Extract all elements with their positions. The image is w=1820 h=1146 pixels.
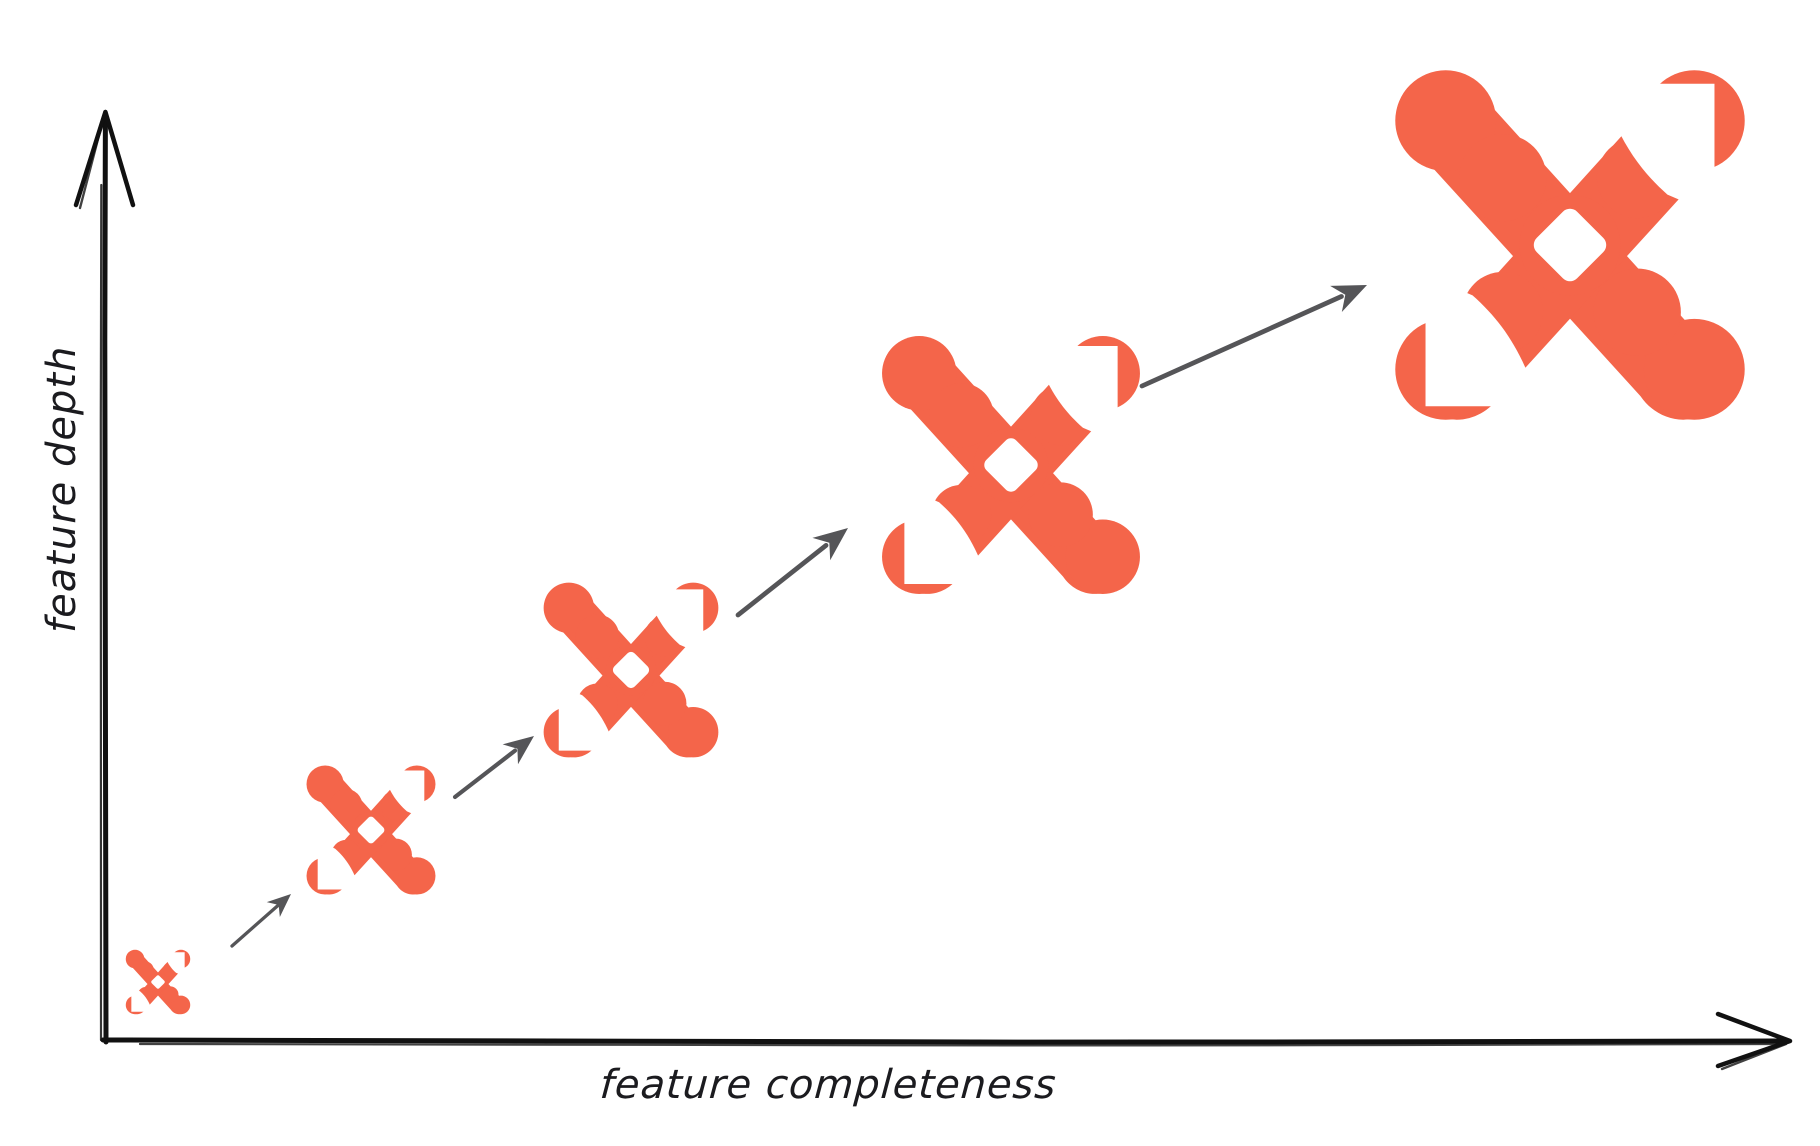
x-axis-arrowhead-overdraw: [1720, 1042, 1788, 1071]
mark-arm-blob: [379, 838, 412, 871]
mark-arm-blob: [1462, 271, 1544, 353]
arrow-shaft: [1139, 294, 1344, 389]
mark-arm-blob: [148, 972, 168, 992]
mark-arm-blob: [1065, 336, 1140, 411]
mark-arm-blob: [125, 995, 145, 1015]
mark-arm-blob: [929, 383, 994, 448]
arrow-3: [735, 528, 848, 618]
mark-arm-blob: [398, 857, 436, 895]
data-mark: [1395, 70, 1745, 420]
mark-arm-blob: [577, 683, 618, 724]
mark-arm-blob: [1593, 268, 1681, 356]
mark-arm-blob: [931, 484, 992, 545]
data-mark: [543, 582, 719, 758]
mark-arm-blob: [575, 614, 620, 659]
mark-arm-blob: [1065, 519, 1140, 594]
arrow-head: [266, 894, 291, 918]
data-mark-layer: [125, 70, 1745, 1015]
arrow-head: [502, 736, 534, 765]
mark-arm-blob: [331, 839, 362, 870]
arrow-2: [452, 736, 534, 800]
y-axis-arrowhead-overdraw: [78, 114, 106, 210]
mark-arm-blob: [162, 986, 179, 1003]
y-axis-line: [102, 115, 109, 1045]
mark-arm-blob: [543, 706, 595, 758]
mark-arm-blob: [1395, 318, 1497, 420]
arrow-shaft: [452, 748, 518, 800]
mark-arm-blob: [1643, 318, 1745, 420]
mark-arm-blob: [1519, 194, 1621, 296]
data-mark: [125, 949, 191, 1015]
mark-arm-blob: [138, 986, 154, 1002]
mark-arm-blob: [1395, 70, 1497, 172]
mark-arm-blob: [330, 789, 363, 822]
mark-arm-blob: [380, 790, 411, 821]
y-axis-line-overdraw: [99, 183, 103, 1042]
mark-arm-blob: [398, 765, 436, 803]
mark-arm-blob: [667, 706, 719, 758]
x-axis-label: feature completeness: [598, 1062, 1059, 1108]
mark-arm-blob: [162, 962, 178, 978]
mark-arm-blob: [1643, 70, 1745, 172]
mark-arm-blob: [882, 336, 957, 411]
mark-arm-blob: [171, 949, 191, 969]
mark-arm-blob: [605, 644, 657, 696]
mark-arm-blob: [125, 949, 145, 969]
mark-body: [1395, 70, 1745, 420]
arrow-shaft: [735, 542, 829, 618]
mark-arm-blob: [644, 616, 685, 657]
mark-arm-blob: [171, 995, 191, 1015]
arrow-head: [1330, 285, 1367, 312]
data-mark: [882, 336, 1140, 594]
x-axis-line: [100, 1037, 1788, 1045]
mark-body: [125, 949, 191, 1015]
arrow-shaft: [230, 903, 280, 948]
mark-arm-blob: [306, 765, 344, 803]
mark-arm-blob: [1030, 385, 1091, 446]
arrow-4: [1139, 285, 1367, 389]
mark-body: [306, 765, 436, 895]
x-axis-arrowhead: [1715, 1011, 1793, 1069]
mark-body: [543, 582, 719, 758]
mark-arm-blob: [973, 427, 1049, 503]
data-mark: [306, 765, 436, 895]
x-axis-line-overdraw: [138, 1042, 1777, 1047]
arrow-head: [812, 528, 848, 561]
mark-arm-blob: [306, 857, 344, 895]
mark-arm-blob: [137, 961, 154, 978]
arrow-1: [230, 894, 291, 948]
mark-arm-blob: [352, 811, 390, 849]
mark-body: [882, 336, 1140, 594]
y-axis-label: feature depth: [39, 345, 85, 633]
mark-arm-blob: [642, 681, 687, 726]
mark-arm-blob: [1596, 137, 1678, 219]
mark-arm-blob: [882, 519, 957, 594]
axis-group: [73, 109, 1793, 1071]
mark-arm-blob: [667, 582, 719, 634]
mark-arm-blob: [1028, 482, 1093, 547]
arrow-layer: [230, 285, 1367, 948]
mark-arm-blob: [543, 582, 595, 634]
mark-arm-blob: [1459, 134, 1547, 222]
